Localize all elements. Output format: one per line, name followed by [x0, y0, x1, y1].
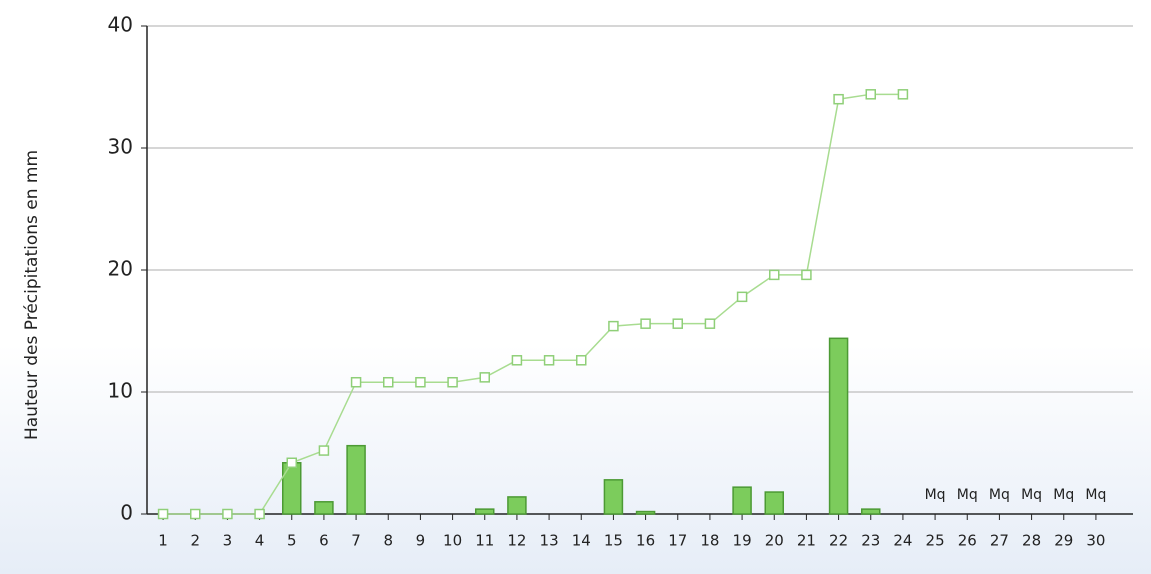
- value-label: Mq: [989, 487, 1010, 503]
- x-tick-label: 6: [319, 532, 329, 550]
- x-tick-label: 21: [797, 532, 816, 550]
- bar: [764, 491, 784, 515]
- x-tick-label: 7: [351, 532, 361, 550]
- x-tick-label: 23: [861, 532, 880, 550]
- line-marker: [415, 376, 426, 388]
- line-marker: [318, 445, 330, 456]
- line-marker: [736, 291, 748, 303]
- line-marker: [608, 320, 619, 332]
- x-tick-label: 19: [733, 532, 752, 550]
- bar: [475, 508, 495, 515]
- x-tick-label: 17: [668, 532, 687, 550]
- line-marker: [350, 376, 362, 388]
- line-marker: [190, 508, 201, 520]
- line-marker: [801, 269, 812, 281]
- y-axis-label: Hauteur des Précipitations en mm: [22, 150, 42, 440]
- x-tick-label: 3: [223, 532, 233, 550]
- bar: [732, 486, 752, 515]
- x-tick-label: 25: [926, 532, 945, 550]
- value-label: Mq: [1021, 487, 1042, 503]
- bar: [828, 337, 849, 515]
- x-tick-label: 14: [572, 532, 591, 550]
- x-tick-label: 27: [990, 532, 1009, 550]
- x-tick-label: 30: [1086, 532, 1105, 550]
- y-tick-label: 40: [108, 13, 133, 37]
- y-tick-label: 30: [108, 135, 133, 159]
- line-marker: [286, 457, 297, 469]
- x-tick-label: 28: [1022, 532, 1041, 550]
- value-label: Mq: [925, 487, 946, 503]
- x-tick-label: 16: [636, 532, 655, 550]
- line-marker: [672, 318, 683, 329]
- line-marker: [897, 89, 909, 100]
- line-marker: [833, 93, 844, 105]
- line-marker: [383, 376, 394, 388]
- x-tick-label: 4: [255, 532, 265, 550]
- x-tick-label: 20: [765, 532, 784, 550]
- line-marker: [222, 508, 233, 520]
- line-marker: [640, 318, 651, 329]
- line-marker: [576, 355, 587, 366]
- line-marker: [511, 355, 523, 366]
- x-tick-label: 10: [443, 532, 462, 550]
- line-marker: [157, 508, 169, 520]
- x-tick-label: 15: [604, 532, 623, 550]
- x-tick-label: 11: [475, 532, 494, 550]
- line-marker: [254, 508, 265, 520]
- value-label: Mq: [1085, 487, 1106, 503]
- x-tick-label: 8: [383, 532, 393, 550]
- y-tick-label: 0: [120, 501, 133, 525]
- x-tick-label: 29: [1054, 532, 1073, 550]
- value-label: Mq: [1053, 487, 1074, 503]
- value-label: Mq: [957, 487, 978, 503]
- y-tick-label: 10: [108, 379, 133, 403]
- line: [163, 93, 903, 515]
- x-tick-label: 22: [829, 532, 848, 550]
- x-tick-label: 24: [893, 532, 912, 550]
- x-tick-label: 5: [287, 532, 297, 550]
- bar: [603, 479, 624, 515]
- line-marker: [769, 269, 780, 281]
- line-marker: [865, 89, 876, 100]
- x-tick-label: 12: [507, 532, 526, 550]
- x-tick-label: 1: [158, 532, 168, 550]
- x-tick-label: 13: [540, 532, 559, 550]
- line-marker: [543, 355, 555, 366]
- line-marker: [479, 372, 490, 383]
- line-marker: [447, 376, 458, 388]
- bar: [861, 508, 881, 515]
- bar: [635, 510, 656, 515]
- x-tick-label: 2: [190, 532, 200, 550]
- x-tick-label: 26: [958, 532, 977, 550]
- line-marker: [704, 318, 716, 329]
- x-tick-label: 18: [700, 532, 719, 550]
- bar: [346, 444, 366, 515]
- bar: [314, 501, 334, 515]
- bar: [282, 462, 302, 515]
- y-tick-label: 20: [108, 257, 133, 281]
- bar: [507, 496, 527, 515]
- x-tick-label: 9: [416, 532, 426, 550]
